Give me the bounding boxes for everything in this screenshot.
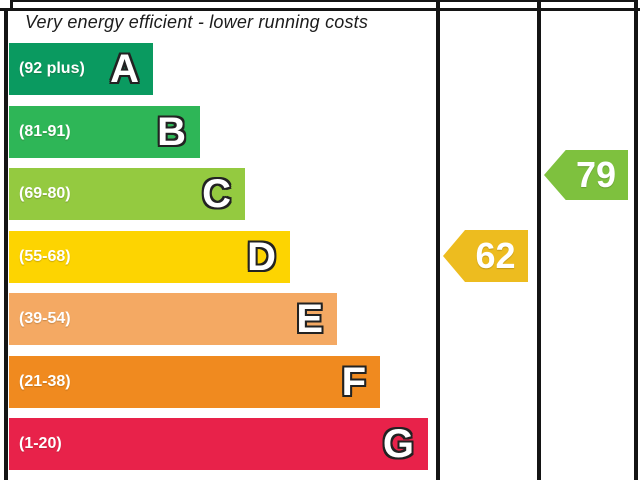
- left-arrow-shape: [443, 230, 528, 282]
- band-range-label: (39-54): [19, 310, 71, 327]
- chart-right-border: [634, 0, 638, 480]
- band-range-label: (81-91): [19, 122, 71, 140]
- band-range-label: (55-68): [19, 247, 71, 265]
- band-letter: A: [110, 47, 139, 91]
- table-row-divider-top: [10, 0, 637, 2]
- band-row-d: (55-68) D: [9, 230, 290, 283]
- band-row-g: (1-20) G: [9, 418, 428, 470]
- band-row-a: (92 plus) A: [9, 43, 153, 95]
- band-letter: B: [157, 109, 186, 154]
- current-column-divider: [436, 0, 440, 480]
- band-row-e: (39-54) E: [9, 293, 337, 345]
- band-range-label: (92 plus): [19, 60, 85, 77]
- current-rating-arrow: 62: [443, 230, 528, 282]
- top-caption: Very energy efficient - lower running co…: [25, 12, 369, 32]
- band-letter: D: [247, 234, 276, 279]
- current-rating-value: 62: [475, 235, 516, 276]
- band-row-b: (81-91) B: [9, 105, 200, 158]
- band-row-c: (69-80) C: [9, 168, 245, 220]
- band-range-label: (1-20): [19, 435, 62, 452]
- band-range-label: (21-38): [19, 372, 71, 390]
- band-letter: F: [341, 359, 366, 404]
- band-row-f: (21-38) F: [9, 355, 380, 408]
- potential-column-divider: [537, 0, 541, 480]
- band-letter: C: [202, 172, 231, 216]
- left-arrow-shape: [544, 150, 628, 200]
- header-row-left-border-stub: [10, 0, 13, 8]
- chart-left-border: [4, 8, 8, 480]
- potential-rating-arrow: 79: [544, 150, 628, 200]
- band-letter: G: [382, 422, 414, 466]
- band-range-label: (69-80): [19, 185, 71, 202]
- potential-rating-value: 79: [575, 154, 617, 195]
- band-letter: E: [296, 297, 323, 341]
- chart-top-border: [0, 8, 640, 11]
